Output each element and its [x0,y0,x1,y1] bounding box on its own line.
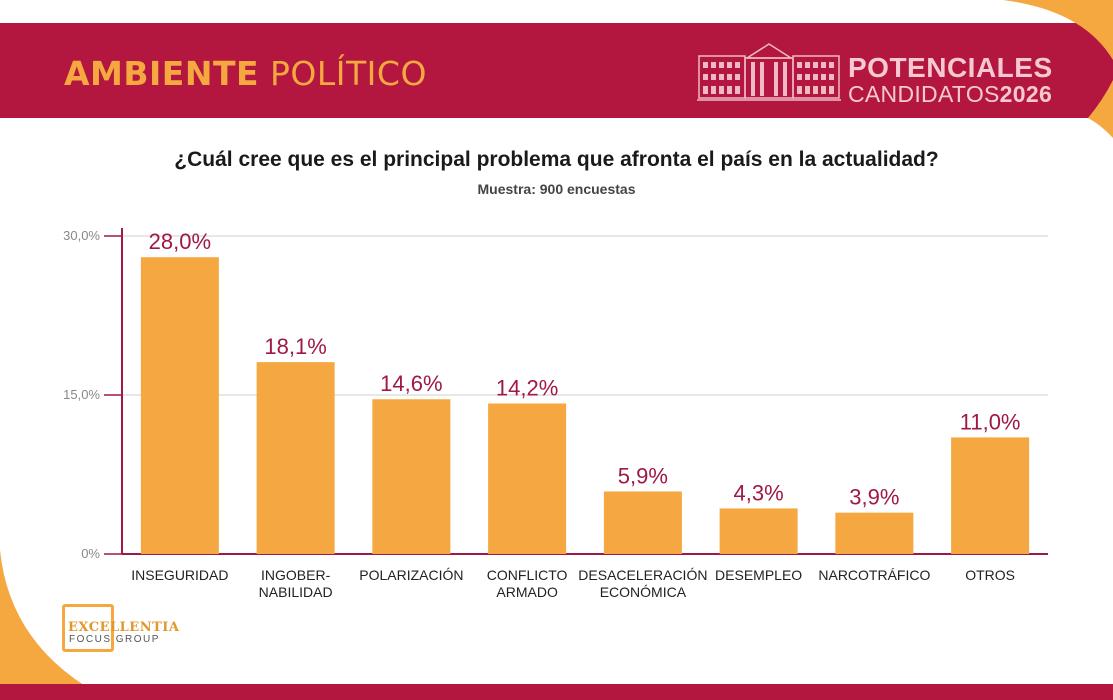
brand-line2-light: CANDIDATOS [848,81,1000,107]
bar [951,437,1030,554]
bar-value-label: 5,9% [618,463,668,488]
bar [835,512,914,554]
brand-line1: POTENCIALES [848,52,1053,83]
x-tick-label: ARMADO [496,584,558,600]
bar [372,399,451,554]
company-logo: EXCELLENTIA FOCUS GROUP [62,604,182,664]
logo-frame [62,604,114,652]
bar [140,257,219,554]
x-tick-label: INGOBER- [261,567,331,583]
corner-decoration-top-right [1003,0,1113,138]
bar-value-label: 11,0% [960,409,1021,434]
header-banner [0,23,1113,118]
brand-line2-bold: 2026 [999,81,1053,107]
logo-line1: EXCELLENTIA [68,620,180,635]
x-tick-label: NABILIDAD [259,584,333,600]
bar-value-label: 18,1% [264,334,326,359]
y-tick-label: 0% [81,546,100,561]
section-title-light: POLÍTICO [270,54,427,93]
bar [488,403,567,554]
x-tick-label: OTROS [965,567,1015,583]
bar [603,491,682,554]
logo-line2: FOCUS GROUP [69,634,160,645]
bar-value-label: 14,6% [380,371,442,396]
corner-decoration-bottom-left [0,550,110,700]
x-tick-label: NARCOTRÁFICO [818,567,930,583]
section-title: AMBIENTE POLÍTICO [64,54,427,93]
footer-bar [0,684,1113,700]
bar-value-label: 3,9% [849,485,899,510]
x-tick-label: CONFLICTO [487,567,568,583]
bar-value-label: 4,3% [734,480,784,505]
chart-question: ¿Cuál cree que es el principal problema … [174,148,939,171]
brand-line2: CANDIDATOS2026 [848,82,1053,106]
x-tick-label: POLARIZACIÓN [359,567,463,583]
x-tick-label: DESACELERACIÓN [578,567,707,583]
x-tick-label: DESEMPLEO [715,567,802,583]
bar [719,508,798,554]
y-tick-label: 30,0% [63,228,100,243]
x-tick-label: ECONÓMICA [600,584,687,600]
bar-value-label: 14,2% [496,375,558,400]
bar [256,362,335,554]
section-title-bold: AMBIENTE [64,54,260,93]
capitol-building-icon [697,43,841,101]
sample-size: Muestra: 900 encuestas [477,181,636,197]
brand-logo-text: POTENCIALES CANDIDATOS2026 [848,52,1053,107]
bar-value-label: 28,0% [149,229,211,254]
y-tick-label: 15,0% [63,387,100,402]
x-tick-label: INSEGURIDAD [131,567,228,583]
